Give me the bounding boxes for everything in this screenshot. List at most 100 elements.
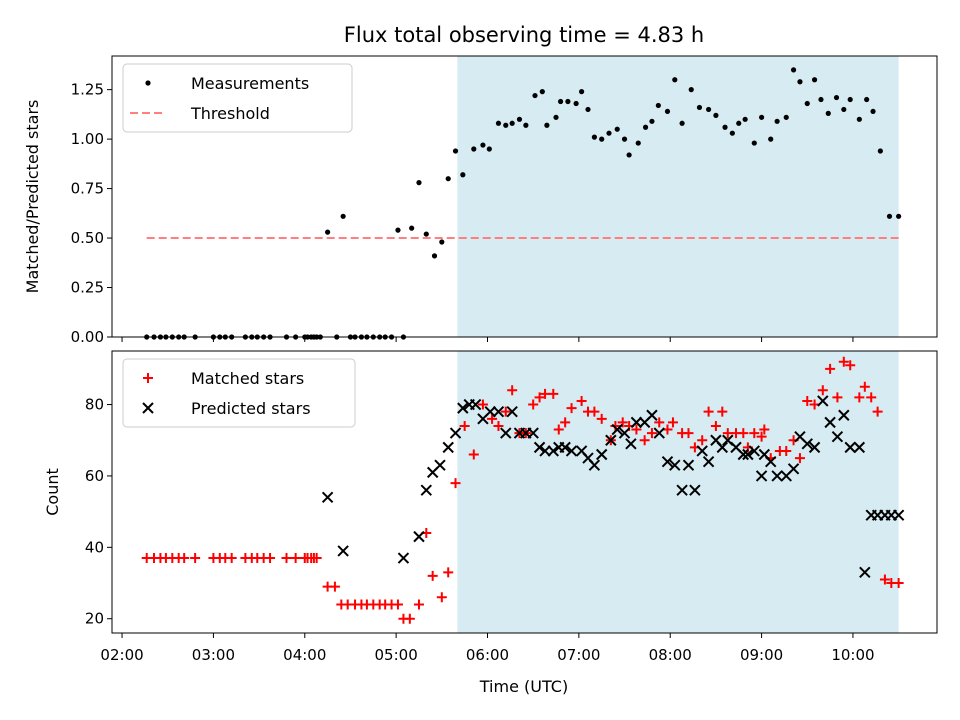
x-tick-label: 10:00 xyxy=(831,646,874,664)
y-axis-label: Count xyxy=(43,468,62,516)
data-point xyxy=(664,108,671,115)
data-point xyxy=(477,399,488,410)
y-tick-label: 0.50 xyxy=(71,229,104,247)
series-predicted-stars xyxy=(321,395,905,579)
data-point xyxy=(500,406,511,417)
x-tick-label: 05:00 xyxy=(375,646,418,664)
data-point xyxy=(790,67,797,73)
y-tick-label: 0.25 xyxy=(71,279,104,297)
data-point xyxy=(553,424,564,435)
data-point xyxy=(325,229,331,235)
panel-count: 20 40 60 80 Count Matched stars Predicted star… xyxy=(43,350,938,638)
data-point xyxy=(471,146,477,152)
data-point xyxy=(774,118,780,124)
data-point xyxy=(503,122,509,128)
x-tick-label: 06:00 xyxy=(466,646,509,664)
data-point xyxy=(729,130,735,136)
data-point xyxy=(589,406,600,417)
data-point xyxy=(533,441,546,454)
panel-ratio: 0.00 0.25 0.50 0.75 1.00 1.25 Matched/Predicte… xyxy=(23,55,938,346)
data-point xyxy=(688,87,694,93)
data-point xyxy=(337,545,349,557)
data-point xyxy=(824,416,836,429)
legend-box xyxy=(122,358,356,428)
x-tick-label: 09:00 xyxy=(740,646,783,664)
data-point xyxy=(340,213,346,219)
data-point xyxy=(416,180,422,186)
data-point xyxy=(679,120,685,126)
data-point xyxy=(281,553,292,564)
data-point xyxy=(713,112,719,118)
data-point xyxy=(588,459,601,471)
data-point xyxy=(755,470,768,482)
data-point xyxy=(649,118,655,124)
data-point xyxy=(683,428,694,439)
data-point xyxy=(841,106,847,113)
data-point xyxy=(768,136,774,142)
data-point xyxy=(460,172,466,178)
data-point xyxy=(751,140,757,146)
y-tick-label: 60 xyxy=(85,467,104,485)
x-tick-label: 04:00 xyxy=(283,646,326,664)
data-point xyxy=(445,176,451,182)
data-point xyxy=(404,613,415,624)
data-point xyxy=(443,567,454,578)
data-point xyxy=(877,148,883,154)
data-point xyxy=(859,381,870,392)
data-point xyxy=(833,94,840,101)
data-point xyxy=(892,509,905,521)
data-point xyxy=(825,110,831,116)
data-point xyxy=(654,417,665,428)
data-point xyxy=(661,455,674,468)
data-point xyxy=(329,581,340,592)
data-point xyxy=(825,363,836,374)
legend: Measurements Threshold xyxy=(122,63,353,133)
data-point xyxy=(507,385,518,396)
data-point xyxy=(771,470,783,482)
y-tick-label: 20 xyxy=(85,610,104,628)
data-point xyxy=(886,213,893,219)
data-point xyxy=(468,449,479,460)
data-point xyxy=(610,420,621,431)
data-point xyxy=(534,392,545,403)
x-axis-ticks: 02:00 03:00 04:00 05:00 06:00 07:00 08:00 09:00… xyxy=(100,646,874,664)
data-point xyxy=(290,553,301,564)
y-tick-label: 80 xyxy=(85,396,104,414)
data-point xyxy=(802,395,813,406)
data-point xyxy=(682,459,695,471)
data-point xyxy=(413,530,425,543)
data-point xyxy=(450,478,461,489)
data-point xyxy=(560,417,571,428)
x-tick-label: 08:00 xyxy=(649,646,692,664)
data-point xyxy=(436,592,447,603)
y-tick-label: 0.75 xyxy=(71,180,104,198)
data-point xyxy=(856,116,862,122)
data-point xyxy=(431,253,438,259)
data-point xyxy=(442,441,454,454)
data-point xyxy=(672,77,678,83)
data-point xyxy=(639,435,650,446)
data-point xyxy=(423,231,429,237)
data-point xyxy=(500,427,512,439)
data-point xyxy=(617,417,628,428)
data-point xyxy=(595,448,608,461)
data-point xyxy=(787,463,800,475)
data-point xyxy=(434,459,446,471)
data-point xyxy=(811,77,818,83)
data-point xyxy=(737,448,750,461)
data-point xyxy=(573,100,579,107)
legend-swatch xyxy=(143,373,153,383)
data-point xyxy=(226,553,237,564)
data-point xyxy=(486,146,492,152)
data-point xyxy=(759,424,770,435)
data-point xyxy=(459,420,470,431)
data-point xyxy=(817,395,829,407)
data-point xyxy=(838,356,849,367)
data-point xyxy=(870,108,876,115)
data-point xyxy=(669,459,681,471)
data-point xyxy=(783,114,789,120)
data-point xyxy=(265,553,276,564)
data-point xyxy=(614,126,620,132)
data-point xyxy=(557,98,564,105)
